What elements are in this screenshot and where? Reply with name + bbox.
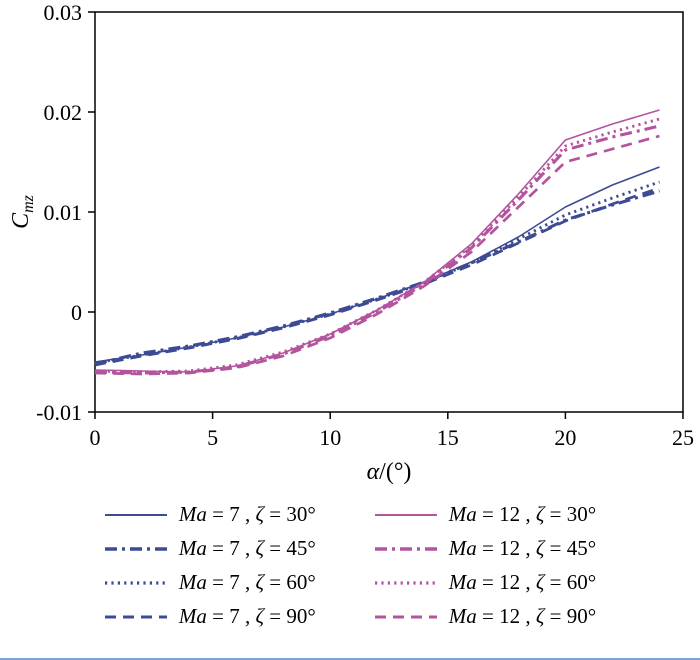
legend-line-sample xyxy=(374,615,437,618)
cmz-alpha-chart: 0 5 10 15 20 25 -0.01 0 0.01 0.02 0.03 α/(°) Cmz xyxy=(8,0,694,485)
legend-label: Ma = 12 , ζ = 45° xyxy=(448,536,597,560)
chart-legend: Ma = 7 , ζ = 30° Ma = 12 , ζ = 30° Ma = 7 … xyxy=(0,502,700,629)
legend-label: Ma = 12 , ζ = 30° xyxy=(448,502,597,526)
legend-line-sample xyxy=(374,546,437,551)
x-axis-label: α/(°) xyxy=(367,459,412,485)
series-line-6 xyxy=(94,117,660,374)
legend-item: Ma = 7 , ζ = 60° xyxy=(104,570,316,595)
x-tick-label: 15 xyxy=(437,425,459,450)
legend-item: Ma = 7 , ζ = 90° xyxy=(104,604,316,629)
legend-label: Ma = 7 , ζ = 45° xyxy=(178,536,316,560)
series-line-5 xyxy=(94,124,660,375)
plot-frame xyxy=(94,11,684,413)
legend-item: Ma = 12 , ζ = 90° xyxy=(374,604,596,629)
legend-line-sample xyxy=(104,580,167,585)
legend-label: Ma = 7 , ζ = 30° xyxy=(178,502,316,526)
legend-line-sample xyxy=(374,580,437,585)
series-line-2 xyxy=(94,180,660,365)
series-line-7 xyxy=(94,134,660,376)
legend-line-sample xyxy=(104,615,167,618)
legend-label: Ma = 7 , ζ = 60° xyxy=(178,570,316,594)
legend-label: Ma = 7 , ζ = 90° xyxy=(178,604,316,628)
legend-item: Ma = 12 , ζ = 60° xyxy=(374,570,596,595)
legend-item: Ma = 7 , ζ = 30° xyxy=(104,502,316,527)
legend-item: Ma = 12 , ζ = 30° xyxy=(374,502,596,527)
x-tick-label: 25 xyxy=(672,425,694,450)
x-tick-label: 20 xyxy=(554,425,576,450)
legend-label: Ma = 12 , ζ = 90° xyxy=(448,604,597,628)
legend-line-sample xyxy=(104,546,167,551)
x-tick-label: 10 xyxy=(319,425,341,450)
legend-line-sample xyxy=(104,513,167,516)
x-tick-label: 5 xyxy=(207,425,218,450)
bottom-divider xyxy=(0,658,700,660)
y-tick-label: -0.01 xyxy=(36,400,82,425)
series-line-3 xyxy=(94,186,660,367)
series-line-0 xyxy=(94,166,660,363)
legend-line-sample xyxy=(374,513,437,516)
legend-item: Ma = 12 , ζ = 45° xyxy=(374,536,596,561)
legend-label: Ma = 12 , ζ = 60° xyxy=(448,570,597,594)
legend-item: Ma = 7 , ζ = 45° xyxy=(104,536,316,561)
series-line-4 xyxy=(94,109,660,373)
y-tick-label: 0.02 xyxy=(44,100,83,125)
x-tick-label: 0 xyxy=(90,425,101,450)
y-tick-label: 0.01 xyxy=(44,200,83,225)
y-axis-label: Cmz xyxy=(8,194,37,229)
y-tick-label: 0.03 xyxy=(44,0,83,25)
y-tick-label: 0 xyxy=(71,300,82,325)
